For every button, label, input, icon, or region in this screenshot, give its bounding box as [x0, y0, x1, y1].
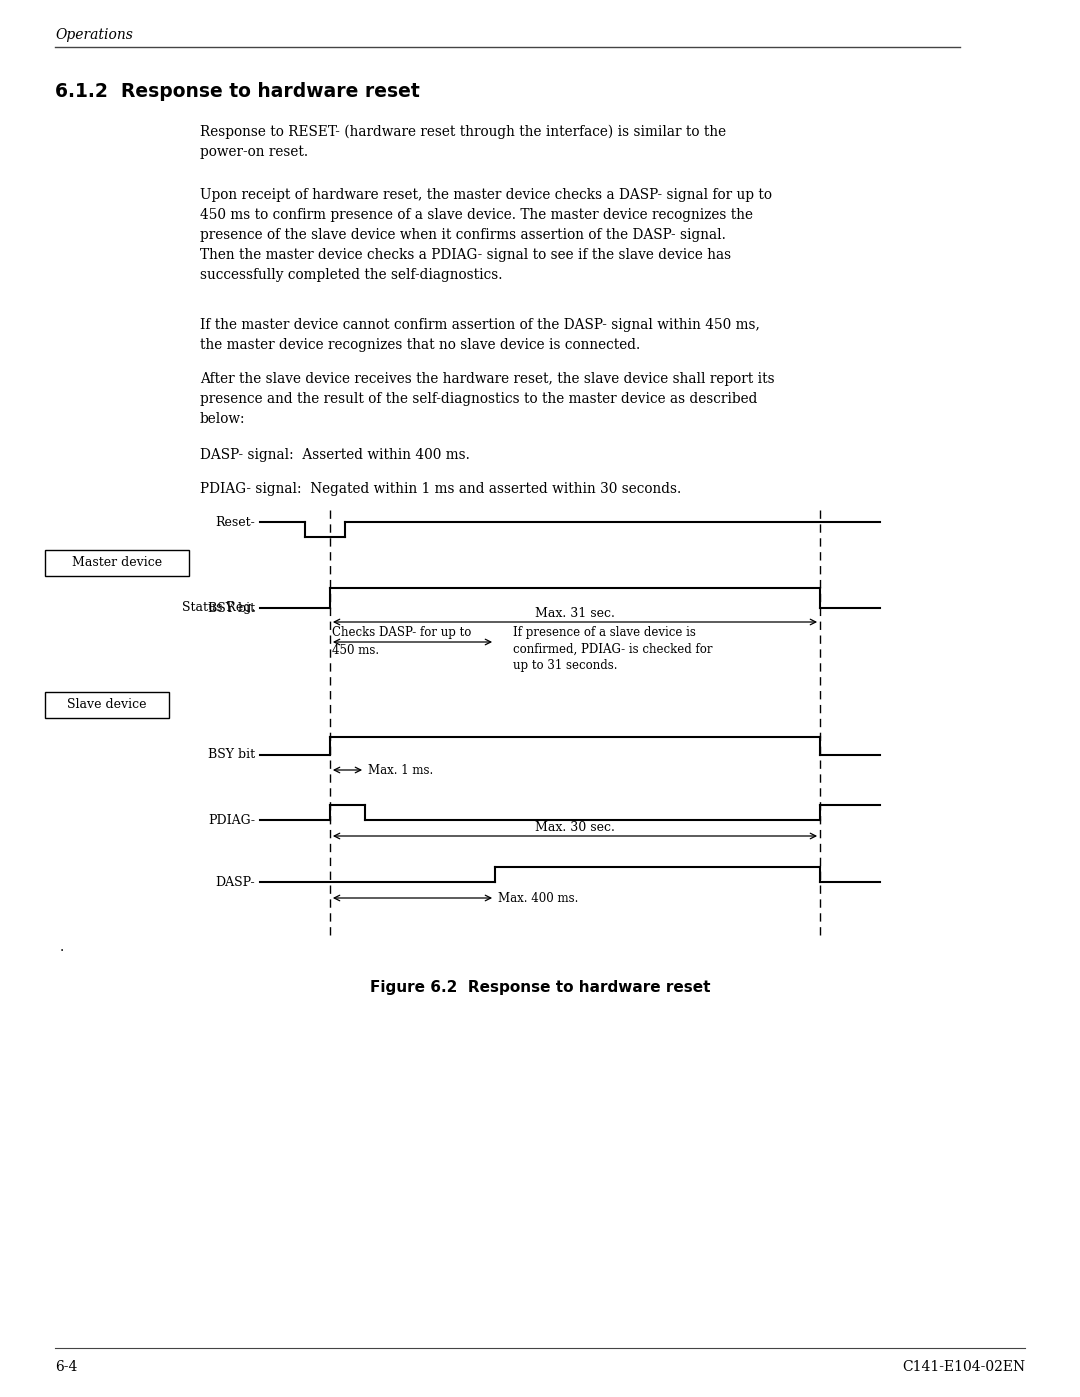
Text: 6-4: 6-4	[55, 1361, 78, 1375]
Text: PDIAG- signal:  Negated within 1 ms and asserted within 30 seconds.: PDIAG- signal: Negated within 1 ms and a…	[200, 482, 681, 496]
Text: DASP- signal:  Asserted within 400 ms.: DASP- signal: Asserted within 400 ms.	[200, 448, 470, 462]
Text: Max. 400 ms.: Max. 400 ms.	[498, 891, 579, 904]
Text: Max. 30 sec.: Max. 30 sec.	[535, 821, 615, 834]
Text: 6.1.2  Response to hardware reset: 6.1.2 Response to hardware reset	[55, 82, 420, 101]
Bar	[45, 692, 168, 718]
Text: DASP-: DASP-	[215, 876, 255, 888]
Text: Max. 31 sec.: Max. 31 sec.	[535, 608, 615, 620]
Text: 450 ms.: 450 ms.	[332, 644, 379, 657]
Text: C141-E104-02EN: C141-E104-02EN	[902, 1361, 1025, 1375]
Text: BSY bit: BSY bit	[207, 602, 255, 615]
Text: BSY bit: BSY bit	[207, 749, 255, 761]
Text: Status Reg.: Status Reg.	[181, 601, 255, 615]
Text: If the master device cannot confirm assertion of the DASP- signal within 450 ms,: If the master device cannot confirm asse…	[200, 319, 760, 352]
Text: .: .	[60, 940, 64, 954]
Text: confirmed, PDIAG- is checked for: confirmed, PDIAG- is checked for	[513, 643, 713, 657]
Text: PDIAG-: PDIAG-	[208, 813, 255, 827]
Text: Response to RESET- (hardware reset through the interface) is similar to the
powe: Response to RESET- (hardware reset throu…	[200, 124, 726, 159]
Text: Operations: Operations	[55, 28, 133, 42]
Text: Checks DASP- for up to: Checks DASP- for up to	[332, 626, 471, 638]
Text: Slave device: Slave device	[67, 698, 147, 711]
Text: Reset-: Reset-	[215, 515, 255, 528]
Text: Max. 1 ms.: Max. 1 ms.	[368, 764, 433, 777]
Text: up to 31 seconds.: up to 31 seconds.	[513, 659, 618, 672]
Bar	[45, 550, 189, 576]
Text: Upon receipt of hardware reset, the master device checks a DASP- signal for up t: Upon receipt of hardware reset, the mast…	[200, 189, 772, 282]
Text: If presence of a slave device is: If presence of a slave device is	[513, 626, 696, 638]
Text: After the slave device receives the hardware reset, the slave device shall repor: After the slave device receives the hard…	[200, 372, 774, 426]
Text: Figure 6.2  Response to hardware reset: Figure 6.2 Response to hardware reset	[369, 981, 711, 995]
Text: Master device: Master device	[72, 556, 162, 570]
